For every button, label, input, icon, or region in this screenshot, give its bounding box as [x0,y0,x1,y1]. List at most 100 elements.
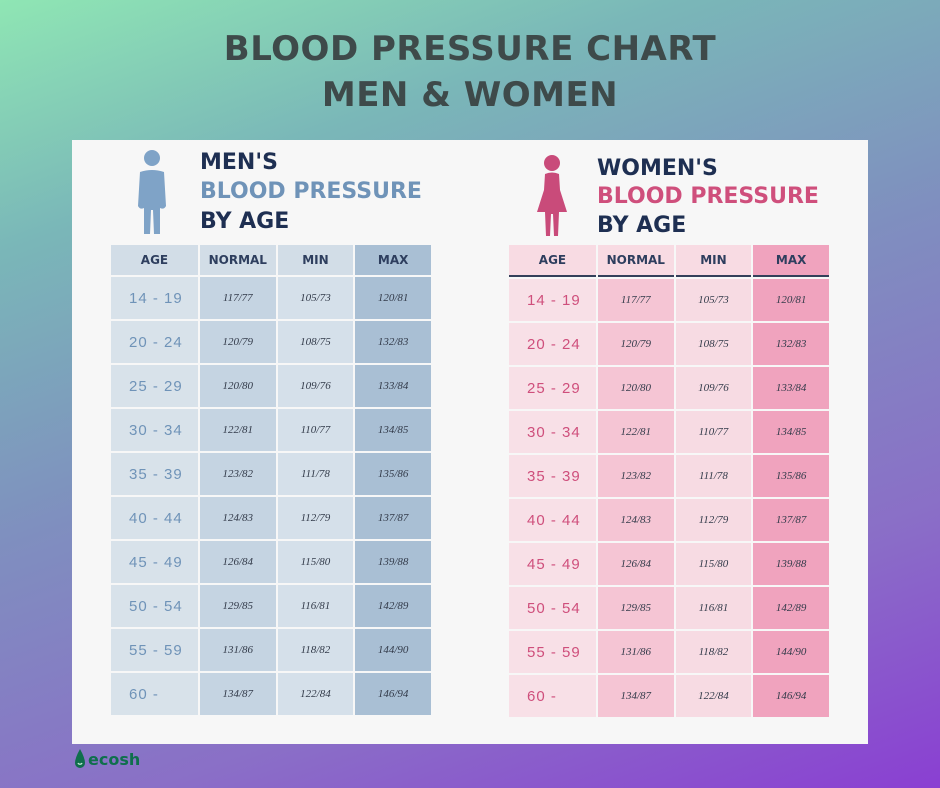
age-cell: 14 - 19 [509,279,596,321]
normal-cell: 123/82 [597,455,674,497]
age-cell: 25 - 29 [509,367,596,409]
table-row: 35 - 39 123/82 111/78 135/86 [509,455,829,497]
min-cell: 110/77 [277,409,354,451]
normal-cell: 129/85 [199,585,276,627]
min-cell: 112/79 [675,499,752,541]
max-cell: 146/94 [355,673,431,715]
table-row: 55 - 59 131/86 118/82 144/90 [111,629,431,671]
men-heading-line-2: BLOOD PRESSURE [200,179,422,204]
normal-cell: 120/80 [199,365,276,407]
max-cell: 137/87 [355,497,431,539]
normal-cell: 126/84 [597,543,674,585]
normal-cell: 129/85 [597,587,674,629]
max-cell: 139/88 [753,543,829,585]
page-title-line-2: MEN & WOMEN [321,75,619,115]
logo-text: ecosh [88,750,141,769]
age-cell: 55 - 59 [111,629,198,671]
table-row: 20 - 24 120/79 108/75 132/83 [509,323,829,365]
table-row: 40 - 44 124/83 112/79 137/87 [111,497,431,539]
min-cell: 116/81 [675,587,752,629]
max-cell: 133/84 [753,367,829,409]
normal-cell: 124/83 [597,499,674,541]
age-cell: 40 - 44 [111,497,198,539]
max-cell: 144/90 [753,631,829,673]
normal-cell: 120/80 [597,367,674,409]
table-row: 45 - 49 126/84 115/80 139/88 [111,541,431,583]
chart-panel: MEN'S BLOOD PRESSURE BY AGE AGE NORMAL M… [72,140,868,744]
column-header-normal: NORMAL [199,245,276,275]
min-cell: 115/80 [277,541,354,583]
normal-cell: 131/86 [597,631,674,673]
max-cell: 139/88 [355,541,431,583]
min-cell: 110/77 [675,411,752,453]
max-cell: 142/89 [753,587,829,629]
min-cell: 118/82 [675,631,752,673]
women-heading-line-2: BLOOD PRESSURE [597,184,819,209]
age-cell: 35 - 39 [509,455,596,497]
min-cell: 108/75 [675,323,752,365]
max-cell: 146/94 [753,675,829,717]
min-cell: 116/81 [277,585,354,627]
min-cell: 108/75 [277,321,354,363]
max-cell: 135/86 [355,453,431,495]
min-cell: 122/84 [675,675,752,717]
max-cell: 144/90 [355,629,431,671]
min-cell: 105/73 [675,279,752,321]
table-row: 55 - 59 131/86 118/82 144/90 [509,631,829,673]
table-row: 14 - 19 117/77 105/73 120/81 [111,277,431,319]
table-row: 40 - 44 124/83 112/79 137/87 [509,499,829,541]
column-header-normal: NORMAL [597,245,674,277]
column-header-max: MAX [355,245,431,275]
table-header-row: AGE NORMAL MIN MAX [509,245,829,277]
min-cell: 111/78 [277,453,354,495]
max-cell: 120/81 [355,277,431,319]
min-cell: 118/82 [277,629,354,671]
min-cell: 111/78 [675,455,752,497]
normal-cell: 117/77 [199,277,276,319]
table-row: 30 - 34 122/81 110/77 134/85 [111,409,431,451]
age-cell: 30 - 34 [509,411,596,453]
column-header-age: AGE [509,245,596,277]
normal-cell: 122/81 [597,411,674,453]
age-cell: 45 - 49 [509,543,596,585]
men-heading-line-3: BY AGE [200,209,290,234]
max-cell: 133/84 [355,365,431,407]
age-cell: 35 - 39 [111,453,198,495]
male-person-icon [138,150,166,234]
normal-cell: 134/87 [199,673,276,715]
age-cell: 50 - 54 [509,587,596,629]
table-row: 20 - 24 120/79 108/75 132/83 [111,321,431,363]
max-cell: 137/87 [753,499,829,541]
age-cell: 30 - 34 [111,409,198,451]
table-row: 35 - 39 123/82 111/78 135/86 [111,453,431,495]
age-cell: 20 - 24 [111,321,198,363]
min-cell: 105/73 [277,277,354,319]
max-cell: 134/85 [355,409,431,451]
age-cell: 55 - 59 [509,631,596,673]
normal-cell: 124/83 [199,497,276,539]
age-cell: 60 - [111,673,198,715]
men-heading-line-1: MEN'S [200,150,278,175]
table-row: 14 - 19 117/77 105/73 120/81 [509,279,829,321]
max-cell: 142/89 [355,585,431,627]
table-row: 50 - 54 129/85 116/81 142/89 [111,585,431,627]
age-cell: 20 - 24 [509,323,596,365]
age-cell: 45 - 49 [111,541,198,583]
min-cell: 122/84 [277,673,354,715]
max-cell: 132/83 [753,323,829,365]
table-row: 45 - 49 126/84 115/80 139/88 [509,543,829,585]
normal-cell: 117/77 [597,279,674,321]
column-header-age: AGE [111,245,198,275]
max-cell: 132/83 [355,321,431,363]
table-row: 60 -134/87 122/84 146/94 [111,673,431,715]
normal-cell: 131/86 [199,629,276,671]
min-cell: 109/76 [675,367,752,409]
age-cell: 60 - [509,675,596,717]
age-cell: 50 - 54 [111,585,198,627]
min-cell: 115/80 [675,543,752,585]
men-table: AGE NORMAL MIN MAX 14 - 19 117/77 105/73 12… [109,243,433,717]
normal-cell: 123/82 [199,453,276,495]
column-header-max: MAX [753,245,829,277]
column-header-min: MIN [277,245,354,275]
women-heading-line-1: WOMEN'S [597,156,718,181]
